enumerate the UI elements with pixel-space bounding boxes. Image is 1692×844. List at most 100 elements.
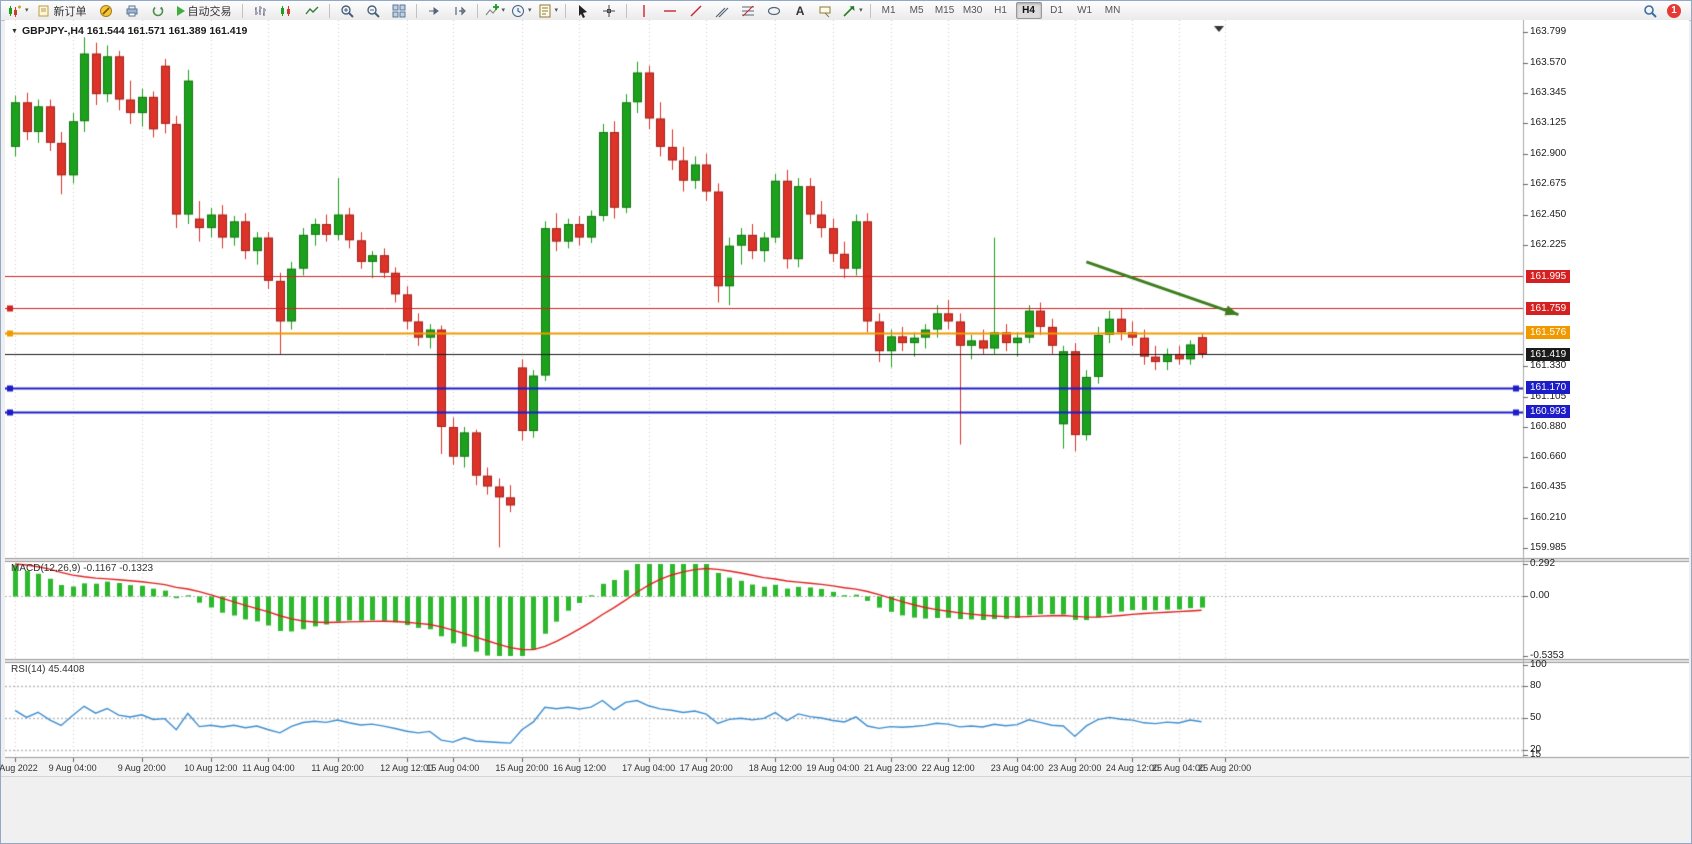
price-line-badge: 161.995 xyxy=(1526,269,1571,283)
timeframe-button-h4[interactable]: H4 xyxy=(1015,2,1042,19)
tile-windows-icon xyxy=(392,4,406,17)
macd-axis-label: -0.5353 xyxy=(1530,650,1564,661)
horizontal-line-button[interactable] xyxy=(657,1,683,20)
vertical-line-icon xyxy=(643,4,645,17)
arrows-button[interactable]: ▾ xyxy=(839,1,866,20)
rsi-axis-label: 20 xyxy=(1530,743,1542,755)
zoom-in-button[interactable] xyxy=(334,1,360,20)
price-line-badge: 160.993 xyxy=(1526,405,1571,419)
price-axis-label: 161.105 xyxy=(1530,390,1567,402)
price-axis-label: 162.675 xyxy=(1530,178,1567,190)
price-line-badge: 161.170 xyxy=(1526,381,1571,395)
price-axis-label: 160.660 xyxy=(1530,450,1567,462)
price-axis[interactable]: 163.799 163.570 163.345 163.125 162.900 162.6… xyxy=(1523,20,1689,776)
new-chart-button[interactable]: ▾ xyxy=(5,1,32,20)
tile-windows-button[interactable] xyxy=(386,1,412,20)
text-icon: A xyxy=(795,3,805,18)
auto-scroll-icon xyxy=(428,6,439,15)
price-axis-label: 162.450 xyxy=(1530,208,1567,220)
chart-shift-icon xyxy=(454,6,466,15)
price-axis-label: 159.985 xyxy=(1530,542,1567,554)
periods-button[interactable]: ▾ xyxy=(508,1,535,20)
price-axis-label: 160.210 xyxy=(1530,511,1567,523)
timeframe-button-w1[interactable]: W1 xyxy=(1077,5,1093,16)
new-order-label: 新订单 xyxy=(53,5,87,18)
new-order-icon xyxy=(38,5,49,17)
channel-button[interactable] xyxy=(709,1,735,20)
timeframe-button-m15[interactable]: M15 xyxy=(934,5,955,16)
window-bottom-area xyxy=(1,776,1691,843)
notification-badge[interactable]: 1 xyxy=(1667,3,1681,18)
price-axis-label: 163.570 xyxy=(1530,57,1567,69)
timeframe-button-d1[interactable]: D1 xyxy=(1050,5,1063,16)
line-chart-button[interactable] xyxy=(299,1,325,20)
chart-shift-button[interactable] xyxy=(447,1,473,20)
arrow-tool-icon xyxy=(843,5,855,17)
timeframe-toolbar: M1 M5 M15 M30 H1 H4 D1 W1 MN xyxy=(875,2,1127,19)
chevron-down-icon: ▾ xyxy=(859,7,863,14)
refresh-button[interactable] xyxy=(145,1,171,20)
rsi-axis-label: 15 xyxy=(1530,749,1542,760)
candlestick-chart-button[interactable] xyxy=(273,1,299,20)
zoom-in-icon xyxy=(340,4,354,18)
autotrading-play-icon xyxy=(176,5,185,16)
trendline-icon xyxy=(690,5,702,16)
timeframe-button-m30[interactable]: M30 xyxy=(962,5,983,16)
macd-indicator-label: MACD(12,26,9) -0.1167 -0.1323 xyxy=(11,563,154,574)
one-click-trading-toggle-icon[interactable]: ▼ xyxy=(11,27,18,35)
text-label-button[interactable] xyxy=(813,1,839,20)
template-icon xyxy=(539,4,551,17)
trendline-button[interactable] xyxy=(683,1,709,20)
rsi-axis-label: 50 xyxy=(1530,711,1542,723)
toolbar-separator xyxy=(869,3,871,18)
timeframe-button-h1[interactable]: H1 xyxy=(994,5,1007,16)
shapes-button[interactable] xyxy=(761,1,787,20)
price-axis-label: 163.345 xyxy=(1530,87,1567,99)
new-order-button[interactable]: 新订单 xyxy=(32,1,93,20)
rsi-indicator-label: RSI(14) 45.4408 xyxy=(11,664,85,675)
rsi-axis-label: 80 xyxy=(1530,680,1542,692)
zoom-out-button[interactable] xyxy=(360,1,386,20)
toolbar-separator xyxy=(626,3,628,18)
timeframe-button-m1[interactable]: M1 xyxy=(881,5,896,16)
bar-chart-button[interactable] xyxy=(247,1,273,20)
bar-chart-icon xyxy=(254,5,266,16)
line-chart-icon xyxy=(304,6,319,14)
auto-scroll-button[interactable] xyxy=(421,1,447,20)
macd-axis-label: 0.292 xyxy=(1530,558,1556,569)
fibonacci-button[interactable] xyxy=(735,1,761,20)
templates-button[interactable]: ▾ xyxy=(535,1,562,20)
clock-icon xyxy=(512,4,525,17)
text-button[interactable]: A xyxy=(787,1,813,20)
rsi-axis-label: 100 xyxy=(1530,659,1547,670)
chart-canvas[interactable] xyxy=(5,20,1689,776)
price-axis-label: 162.900 xyxy=(1530,147,1567,159)
indicators-button[interactable]: ▾ xyxy=(482,1,509,20)
crosshair-button[interactable] xyxy=(596,1,622,20)
metaeditor-button[interactable] xyxy=(93,1,119,20)
vertical-line-button[interactable] xyxy=(631,1,657,20)
price-axis-label: 160.880 xyxy=(1530,420,1567,432)
toolbar: ▾ 新订单 自动交易 xyxy=(1,1,1691,21)
text-label-icon xyxy=(819,6,831,17)
refresh-icon xyxy=(152,5,163,16)
autotrading-button[interactable]: 自动交易 xyxy=(171,1,238,20)
fibonacci-icon xyxy=(742,5,755,16)
search-icon xyxy=(1644,4,1657,18)
toolbar-separator xyxy=(415,3,417,18)
cursor-button[interactable] xyxy=(570,1,596,20)
chevron-down-icon: ▾ xyxy=(501,7,506,14)
chevron-down-icon: ▾ xyxy=(528,7,532,14)
search-button[interactable] xyxy=(1637,1,1663,20)
toolbar-separator xyxy=(565,3,567,18)
chevron-down-icon: ▾ xyxy=(25,7,29,14)
price-line-badge: 161.576 xyxy=(1526,326,1571,340)
chart-title-bar: ▼ GBPJPY-,H4 161.544 161.571 161.389 161… xyxy=(11,25,247,37)
zoom-out-icon xyxy=(366,4,380,18)
indicators-icon xyxy=(485,3,499,15)
timeframe-button-m5[interactable]: M5 xyxy=(909,5,924,16)
print-button[interactable] xyxy=(119,1,145,20)
timeframe-button-mn[interactable]: MN xyxy=(1104,5,1121,16)
toolbar-separator xyxy=(476,3,478,18)
